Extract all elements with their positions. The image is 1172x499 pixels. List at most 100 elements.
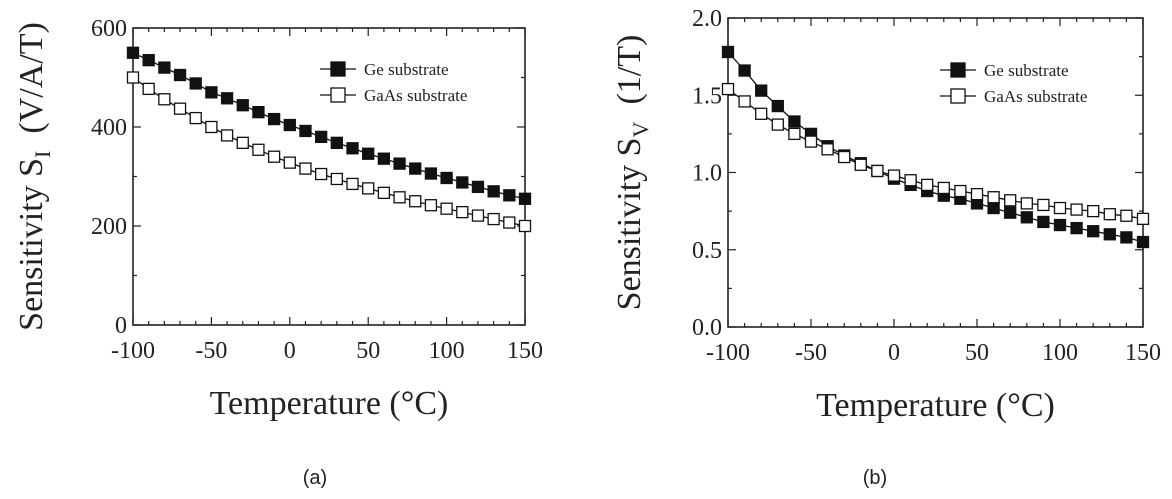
data-point-ge bbox=[1070, 221, 1083, 235]
plot-frame bbox=[727, 17, 1144, 328]
data-point-ge bbox=[205, 86, 218, 99]
data-point-gaas bbox=[393, 191, 406, 204]
data-point-ge bbox=[252, 106, 265, 119]
data-point-gaas bbox=[904, 174, 917, 187]
data-point-gaas bbox=[954, 184, 967, 198]
x-tick-label: 100 bbox=[1042, 340, 1078, 366]
x-tick-label: 50 bbox=[965, 340, 989, 366]
data-point-gaas bbox=[267, 150, 281, 163]
legend-marker bbox=[950, 62, 966, 78]
data-point-gaas bbox=[1103, 208, 1116, 221]
data-point-ge bbox=[346, 142, 359, 155]
data-point-gaas bbox=[173, 102, 187, 115]
data-point-gaas bbox=[252, 143, 265, 156]
data-point-gaas bbox=[330, 172, 343, 186]
data-point-ge bbox=[220, 92, 234, 105]
data-point-gaas bbox=[456, 205, 469, 219]
y-tick-label: 0.0 bbox=[692, 315, 722, 341]
y-tick-label: 400 bbox=[91, 115, 127, 141]
data-point-gaas bbox=[283, 156, 296, 169]
y-tick-label: 1.0 bbox=[692, 161, 722, 187]
data-point-ge bbox=[721, 45, 735, 59]
data-point-gaas bbox=[471, 209, 485, 222]
data-point-gaas bbox=[804, 135, 818, 148]
data-point-gaas bbox=[1053, 201, 1067, 215]
chart-panel-a: -100 -50 0 50 100 150 0 200 400 600 Temperature (°… bbox=[13, 16, 543, 489]
y-axis-title: Sensitivity SI (V/A/T) bbox=[13, 22, 55, 331]
data-point-gaas bbox=[738, 95, 751, 108]
y-tick-label: 200 bbox=[91, 214, 127, 240]
data-point-gaas bbox=[771, 118, 784, 131]
data-point-gaas bbox=[1087, 204, 1100, 218]
data-point-gaas bbox=[1020, 197, 1033, 210]
data-point-ge bbox=[456, 176, 469, 189]
data-point-ge bbox=[1053, 218, 1067, 232]
data-point-gaas bbox=[440, 202, 453, 215]
legend-label: Ge substrate bbox=[984, 61, 1069, 80]
data-point-gaas bbox=[1037, 198, 1050, 212]
legend-marker bbox=[330, 61, 346, 77]
data-point-ge bbox=[755, 84, 768, 97]
panel-label: (b) bbox=[863, 467, 887, 489]
data-point-gaas bbox=[937, 181, 950, 195]
y-tick-label: 1.5 bbox=[692, 83, 722, 109]
data-point-gaas bbox=[236, 136, 249, 149]
data-point-gaas bbox=[921, 178, 934, 192]
data-point-ge bbox=[1136, 235, 1150, 249]
data-point-gaas bbox=[755, 107, 768, 120]
data-point-ge bbox=[487, 185, 500, 198]
data-point-ge bbox=[518, 192, 532, 205]
data-point-gaas bbox=[158, 93, 171, 106]
data-point-gaas bbox=[788, 127, 801, 141]
data-point-ge bbox=[362, 147, 375, 160]
x-tick-label: -50 bbox=[795, 340, 827, 366]
data-point-ge bbox=[440, 171, 453, 185]
data-point-ge bbox=[299, 124, 312, 138]
data-point-ge bbox=[126, 46, 140, 59]
series-line-gaas bbox=[727, 88, 1144, 220]
data-point-gaas bbox=[299, 162, 312, 175]
data-point-gaas bbox=[315, 167, 328, 181]
data-point-ge bbox=[1004, 206, 1017, 219]
data-point-ge bbox=[424, 167, 438, 180]
legend: Ge substrate GaAs substrate bbox=[320, 60, 467, 105]
data-point-gaas bbox=[970, 187, 984, 201]
legend: Ge substrate GaAs substrate bbox=[940, 61, 1087, 106]
data-point-gaas bbox=[424, 199, 438, 212]
x-tick-label: 150 bbox=[507, 338, 543, 364]
data-point-gaas bbox=[838, 150, 851, 164]
data-point-ge bbox=[1037, 215, 1050, 229]
data-point-ge bbox=[987, 201, 1000, 215]
data-point-gaas bbox=[1004, 194, 1017, 207]
y-tick-label: 0 bbox=[115, 313, 127, 339]
data-point-gaas bbox=[821, 143, 834, 156]
data-point-gaas bbox=[887, 169, 901, 182]
data-point-ge bbox=[267, 112, 281, 126]
data-point-gaas bbox=[1136, 212, 1150, 226]
data-point-gaas bbox=[189, 111, 202, 125]
data-point-gaas bbox=[487, 212, 500, 226]
x-tick-label: -100 bbox=[706, 340, 750, 366]
data-point-gaas bbox=[126, 71, 140, 84]
x-axis-title: Temperature (°C) bbox=[210, 385, 449, 422]
x-tick-label: 100 bbox=[429, 338, 465, 364]
data-point-gaas bbox=[987, 191, 1000, 204]
x-tick-label: 150 bbox=[1125, 340, 1161, 366]
x-tick-label: -100 bbox=[111, 338, 155, 364]
legend-label: GaAs substrate bbox=[984, 87, 1087, 106]
data-point-ge bbox=[315, 130, 328, 144]
data-point-gaas bbox=[142, 82, 155, 96]
data-point-ge bbox=[788, 115, 801, 128]
data-point-ge bbox=[1120, 231, 1133, 244]
legend-marker bbox=[950, 88, 966, 104]
chart-panel-b: -100 -50 0 50 100 150 0.0 0.5 1.0 1.5 2.0 Temperatu… bbox=[611, 6, 1161, 489]
panel-label: (a) bbox=[303, 467, 327, 489]
legend-label: Ge substrate bbox=[364, 60, 449, 79]
x-tick-label: 50 bbox=[356, 338, 380, 364]
data-point-ge bbox=[142, 54, 155, 67]
data-point-ge bbox=[330, 136, 343, 149]
data-point-gaas bbox=[518, 219, 532, 233]
data-point-gaas bbox=[409, 195, 422, 208]
